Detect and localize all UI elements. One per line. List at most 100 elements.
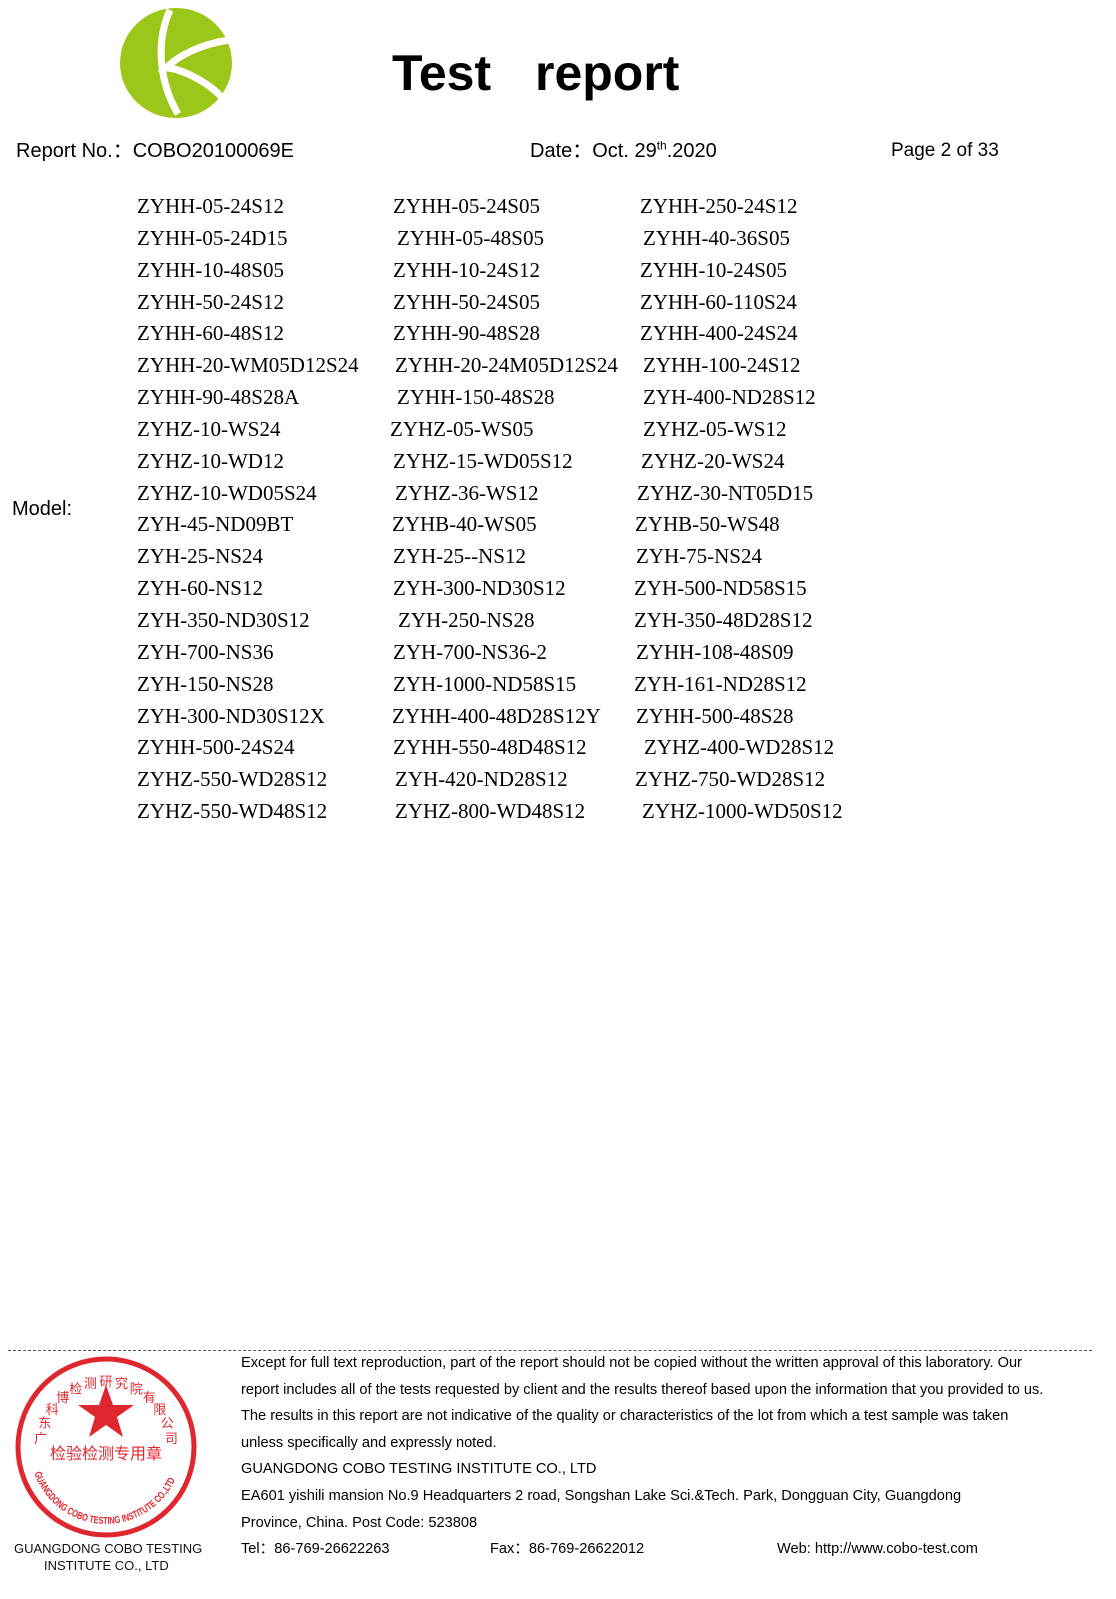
seal-top-char: 研	[99, 1375, 112, 1390]
model-label: Model:	[12, 498, 73, 520]
model-item: ZYHZ-30-NT05D15	[637, 480, 814, 505]
model-row: ZYH-300-ND30S12X ZYHH-400-48D28S12Y ZYHH-5…	[137, 704, 897, 736]
seal-top-char: 东	[38, 1417, 51, 1432]
model-item: ZYH-25--NS12	[393, 544, 526, 569]
seal-company-line1: GUANGDONG COBO TESTING	[14, 1541, 203, 1556]
date-text: Date：Oct. 29	[530, 140, 657, 162]
model-item: ZYHH-50-24S12	[137, 289, 284, 314]
model-row: ZYHH-90-48S28A ZYHH-150-48S28 ZYH-400-ND28…	[137, 385, 897, 417]
footer-divider	[8, 1350, 1092, 1351]
model-item: ZYHZ-20-WS24	[641, 448, 785, 473]
footer-tel: Tel：86-769-26622263	[241, 1541, 390, 1557]
model-item: ZYHH-40-36S05	[643, 225, 790, 250]
model-row: ZYHH-500-24S24 ZYHH-550-48D48S12 ZYHZ-400-…	[137, 735, 897, 767]
model-list: ZYHH-05-24S12 ZYHH-05-24S05 ZYHH-250-24S12…	[137, 194, 897, 831]
model-row: ZYHZ-10-WS24 ZYHZ-05-WS05 ZYHZ-05-WS12	[137, 417, 897, 449]
footer-address: Province, China. Post Code: 523808	[241, 1514, 478, 1531]
footer-web[interactable]: Web: http://www.cobo-test.com	[777, 1541, 978, 1557]
footer-fax: Fax：86-769-26622012	[490, 1541, 645, 1557]
model-item: ZYHH-250-24S12	[640, 194, 798, 218]
model-item: ZYHH-10-24S12	[393, 257, 540, 282]
footer-line: unless specifically and expressly noted.	[241, 1434, 497, 1451]
model-item: ZYHZ-800-WD48S12	[395, 799, 586, 824]
model-item: ZYHH-10-24S05	[640, 257, 787, 282]
seal-top-char: 限	[153, 1403, 166, 1418]
model-item: ZYHH-400-24S24	[640, 321, 798, 346]
model-item: ZYHH-10-48S05	[137, 257, 284, 282]
model-row: ZYHZ-550-WD48S12 ZYHZ-800-WD48S12 ZYHZ-100…	[137, 799, 897, 831]
model-item: ZYH-1000-ND58S15	[393, 671, 577, 696]
model-item: ZYH-250-NS28	[398, 607, 535, 632]
page-number: Page 2 of 33	[891, 140, 999, 161]
model-item: ZYHZ-10-WD05S24	[137, 480, 317, 505]
model-item: ZYH-300-ND30S12X	[137, 703, 325, 728]
seal-top-char: 博	[56, 1391, 69, 1406]
model-item: ZYHZ-1000-WD50S12	[642, 799, 843, 824]
footer-disclaimer: Except for full text reproduction, part …	[241, 1350, 1043, 1536]
model-item: ZYH-420-ND28S12	[395, 767, 568, 792]
seal-top-char: 究	[115, 1377, 128, 1392]
model-row: ZYH-700-NS36 ZYH-700-NS36-2 ZYHH-108-48S09	[137, 640, 897, 672]
footer-address: EA601 yishili mansion No.9 Headquarters …	[241, 1487, 962, 1504]
model-row: ZYH-350-ND30S12 ZYH-250-NS28 ZYH-350-48D28…	[137, 608, 897, 640]
footer-line: Except for full text reproduction, part …	[241, 1355, 1022, 1371]
model-item: ZYH-350-ND30S12	[137, 607, 310, 632]
seal-top-char: 院	[130, 1382, 143, 1397]
model-item: ZYHZ-550-WD48S12	[137, 799, 328, 824]
model-item: ZYH-75-NS24	[636, 544, 762, 569]
seal-top-char: 科	[46, 1403, 59, 1418]
seal-top-lettering: 广东科博检测研究院有限公司	[34, 1375, 178, 1447]
model-item: ZYH-700-NS36	[137, 639, 274, 664]
report-date: Date：Oct. 29th.2020	[530, 139, 717, 163]
seal-top-char: 有	[143, 1391, 156, 1406]
model-item: ZYHZ-750-WD28S12	[635, 767, 826, 792]
company-logo	[120, 8, 232, 118]
seal-top-char: 公	[161, 1417, 174, 1432]
model-row: ZYHH-50-24S12 ZYHH-50-24S05 ZYHH-60-110S24	[137, 290, 897, 322]
model-item: ZYHH-100-24S12	[643, 353, 801, 378]
model-item: ZYHH-500-24S24	[137, 735, 295, 760]
model-row: ZYHH-05-24S12 ZYHH-05-24S05 ZYHH-250-24S12	[137, 194, 897, 226]
model-item: ZYHH-20-24M05D12S24	[395, 353, 618, 378]
model-item: ZYHZ-05-WS12	[643, 416, 787, 441]
model-item: ZYHB-40-WS05	[392, 512, 537, 537]
model-item: ZYHH-500-48S28	[636, 703, 794, 728]
model-item: ZYH-150-NS28	[137, 671, 274, 696]
seal-company-line2: INSTITUTE CO., LTD	[44, 1558, 169, 1573]
model-item: ZYH-45-ND09BT	[137, 512, 294, 537]
model-item: ZYH-300-ND30S12	[393, 576, 566, 601]
seal-star-icon	[78, 1385, 134, 1437]
model-item: ZYHH-60-48S12	[137, 321, 284, 346]
model-item: ZYHH-550-48D48S12	[393, 735, 587, 760]
model-row: ZYH-25-NS24 ZYH-25--NS12 ZYH-75-NS24	[137, 544, 897, 576]
model-item: ZYHH-50-24S05	[393, 289, 540, 314]
model-item: ZYHH-90-48S28	[393, 321, 540, 346]
model-item: ZYHZ-15-WD05S12	[393, 448, 573, 473]
model-item: ZYH-400-ND28S12	[643, 385, 816, 410]
model-row: ZYH-45-ND09BT ZYHB-40-WS05 ZYHB-50-WS48	[137, 512, 897, 544]
model-item: ZYHZ-400-WD28S12	[644, 735, 835, 760]
model-item: ZYH-500-ND58S15	[634, 576, 807, 601]
footer-line: report includes all of the tests request…	[241, 1381, 1044, 1398]
seal-middle-lettering: 检验检测专用章	[50, 1444, 162, 1463]
model-item: ZYHH-05-48S05	[397, 225, 544, 250]
model-item: ZYHZ-10-WD12	[137, 448, 284, 473]
model-item: ZYHH-05-24D15	[137, 225, 288, 250]
model-item: ZYHZ-05-WS05	[390, 416, 534, 441]
model-item: ZYH-350-48D28S12	[634, 607, 813, 632]
model-item: ZYHB-50-WS48	[635, 512, 780, 537]
model-item: ZYH-60-NS12	[137, 576, 263, 601]
model-item: ZYHH-400-48D28S12Y	[392, 703, 601, 728]
report-number: Report No.：COBO20100069E	[16, 140, 294, 162]
model-item: ZYHH-108-48S09	[636, 639, 794, 664]
model-item: ZYHH-90-48S28A	[137, 385, 300, 410]
model-item: ZYHZ-10-WS24	[137, 416, 281, 441]
model-row: ZYH-150-NS28 ZYH-1000-ND58S15 ZYH-161-ND28…	[137, 672, 897, 704]
model-item: ZYH-161-ND28S12	[634, 671, 807, 696]
model-row: ZYHZ-10-WD05S24 ZYHZ-36-WS12 ZYHZ-30-NT05D…	[137, 481, 897, 513]
seal-top-char: 测	[84, 1377, 97, 1392]
model-item: ZYHH-05-24S12	[137, 194, 284, 218]
model-row: ZYHH-20-WM05D12S24 ZYHH-20-24M05D12S24 ZYH…	[137, 353, 897, 385]
date-year: .2020	[666, 140, 717, 162]
company-seal: 广东科博检测研究院有限公司 检验检测专用章 GUANGDONG COBO TES…	[15, 1356, 197, 1538]
